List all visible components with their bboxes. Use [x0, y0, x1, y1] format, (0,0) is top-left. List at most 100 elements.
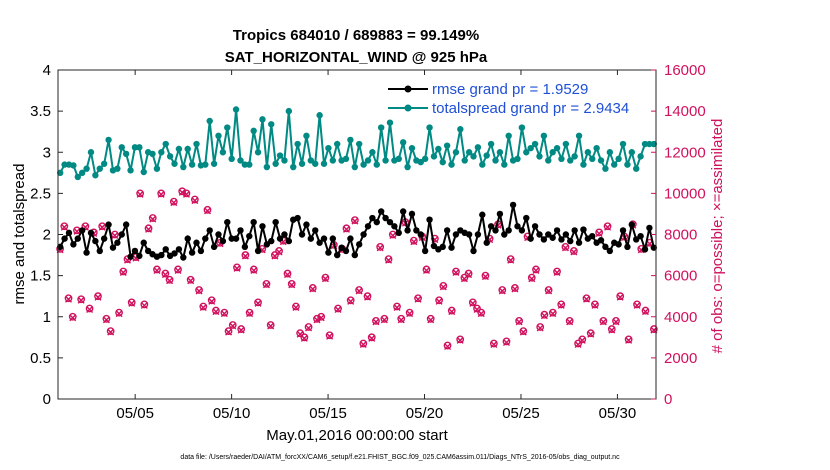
obs-possible-point [241, 251, 250, 259]
obs-assimilated-point [212, 308, 220, 316]
rmse-point [553, 227, 561, 234]
obs-possible-point [460, 273, 469, 282]
rmse-point [417, 231, 424, 238]
rmse-point [509, 201, 517, 209]
obs-assimilated-point [178, 188, 186, 196]
obs-assimilated-point [195, 287, 203, 295]
obs-possible-point [536, 323, 545, 331]
totalspread-point [417, 158, 424, 166]
obs-possible-point [359, 339, 368, 348]
totalspread-point [215, 132, 222, 139]
rmse-point [518, 227, 526, 234]
obs-possible-point [245, 308, 254, 317]
rmse-point [619, 227, 627, 234]
totalspread-point [78, 169, 86, 177]
rmse-point [329, 235, 337, 242]
totalspread-point [439, 158, 446, 166]
totalspread-point [276, 152, 284, 159]
rmse-point [426, 216, 433, 223]
totalspread-point [162, 140, 169, 148]
rmse-point [228, 235, 235, 242]
rmse-point [377, 208, 385, 215]
obs-assimilated-point [233, 264, 241, 272]
obs-possible-point [506, 255, 515, 264]
rmse-point [202, 235, 209, 242]
obs-assimilated-point [452, 269, 460, 277]
rmse-point [531, 223, 539, 230]
obs-assimilated-point [351, 217, 359, 225]
totalspread-point [628, 149, 636, 156]
rmse-point [369, 214, 376, 222]
obs-assimilated-point [102, 316, 110, 324]
obs-assimilated-point [465, 271, 473, 279]
obs-assimilated-point [469, 299, 477, 307]
rmse-point [646, 224, 653, 232]
totalspread-point [237, 157, 244, 164]
obs-assimilated-point [170, 199, 178, 207]
totalspread-point [188, 161, 196, 168]
totalspread-point [202, 161, 209, 168]
x-axis-label: May.01,2016 00:00:00 start [266, 427, 448, 444]
obs-assimilated-point [300, 334, 308, 342]
obs-assimilated-point [422, 266, 430, 274]
obs-possible-point [283, 269, 292, 278]
rmse-point [276, 235, 284, 242]
rmse-point [100, 235, 108, 242]
rmse-point [562, 231, 570, 238]
totalspread-point [404, 163, 411, 171]
obs-possible-point [186, 275, 195, 284]
totalspread-point [386, 119, 394, 126]
obs-possible-point [106, 327, 115, 336]
obs-assimilated-point [448, 308, 456, 316]
obs-assimilated-point [553, 269, 561, 277]
totalspread-point [210, 160, 218, 167]
totalspread-point [567, 157, 574, 164]
obs-possible-point [468, 298, 477, 307]
rmse-point [540, 236, 548, 243]
obs-possible-point [148, 214, 157, 222]
obs-assimilated-point [477, 310, 485, 318]
totalspread-point [122, 150, 130, 158]
rmse-point [382, 214, 389, 222]
obs-assimilated-point [254, 299, 262, 307]
obs-possible-point [414, 294, 422, 303]
totalspread-point [171, 160, 178, 167]
obs-assimilated-point [225, 328, 233, 336]
obs-assimilated-point [481, 273, 489, 281]
totalspread-point [470, 153, 477, 160]
y-tick-label-left: 2.5 [30, 185, 51, 202]
rmse-point [122, 221, 130, 228]
obs-possible-point [119, 267, 128, 276]
totalspread-point [637, 153, 644, 160]
obs-assimilated-point [604, 223, 612, 231]
obs-possible-point [94, 292, 102, 301]
obs-assimilated-point [313, 316, 321, 324]
totalspread-point [584, 149, 592, 156]
totalspread-point [246, 161, 253, 168]
obs-possible-point [85, 304, 94, 313]
y-axis-right: 0 2000 4000 6000 8000 10000 12000 14000 16000 [651, 62, 706, 408]
rmse-point [571, 227, 578, 234]
obs-possible-point [599, 316, 608, 325]
totalspread-point [492, 157, 499, 164]
rmse-point [443, 227, 451, 234]
obs-assimilated-point [587, 330, 595, 338]
obs-assimilated-point [427, 316, 435, 324]
obs-possible-point [203, 205, 212, 214]
totalspread-point [105, 136, 112, 144]
rmse-point [74, 235, 81, 242]
totalspread-point [96, 165, 103, 172]
obs-assimilated-point [140, 301, 148, 309]
totalspread-point [518, 124, 526, 131]
obs-assimilated-point [94, 293, 102, 301]
y-axis-left-label: rmse and totalspread [11, 164, 28, 305]
rmse-point [263, 241, 271, 248]
rmse-point [615, 241, 622, 248]
obs-possible-point [477, 308, 486, 317]
totalspread-point [312, 160, 319, 167]
rmse-point [470, 247, 477, 255]
rmse-point [237, 227, 244, 234]
obs-assimilated-point [347, 297, 355, 305]
rmse-point [303, 221, 310, 228]
obs-assimilated-point [498, 287, 506, 295]
